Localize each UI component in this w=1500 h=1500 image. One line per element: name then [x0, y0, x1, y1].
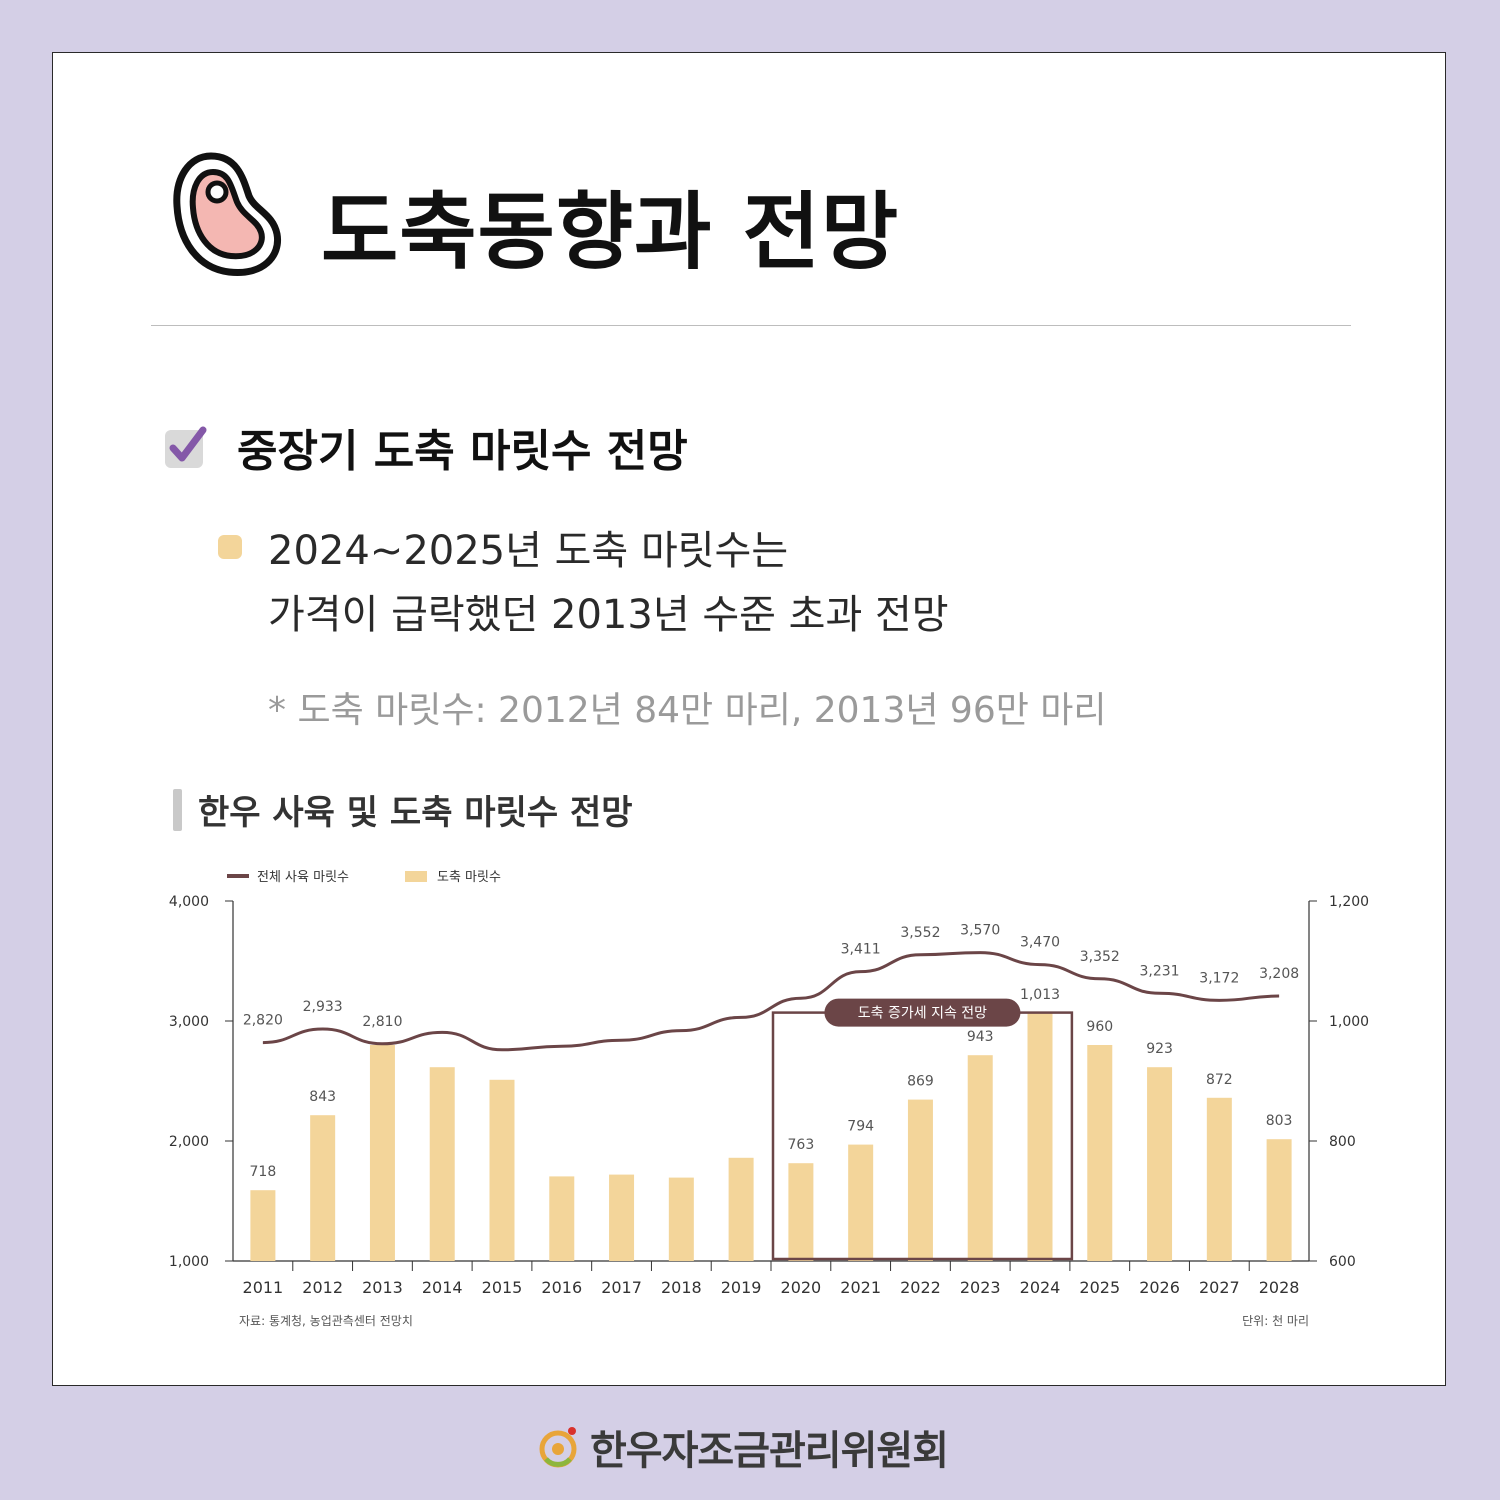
line-data-label: 3,231 [1140, 963, 1180, 979]
bar [1266, 1139, 1292, 1261]
y-left-tick-label: 3,000 [169, 1014, 209, 1030]
footer-org-name: 한우자조금관리위원회 [590, 1428, 949, 1474]
bullet-line-1: 2024~2025년 도축 마릿수는 [268, 528, 789, 574]
bar [967, 1055, 993, 1261]
bar [728, 1157, 754, 1261]
bar [848, 1144, 874, 1261]
y-right-tick-label: 1,200 [1329, 894, 1369, 910]
y-right-tick-label: 1,000 [1329, 1014, 1369, 1030]
bar [907, 1099, 933, 1261]
hanwoo-logo-icon [539, 1427, 577, 1468]
x-tick-label: 2017 [601, 1278, 642, 1297]
chart-source: 자료: 통계청, 농업관측센터 전망치 [239, 1314, 413, 1328]
section-title: 중장기 도축 마릿수 전망 [237, 426, 688, 477]
x-tick-label: 2028 [1259, 1278, 1300, 1297]
x-tick-label: 2021 [840, 1278, 881, 1297]
bar [549, 1176, 575, 1261]
y-right-tick-label: 600 [1329, 1254, 1356, 1270]
section-heading: 중장기 도축 마릿수 전망 [163, 415, 688, 479]
bar [250, 1190, 276, 1261]
bar [369, 1045, 395, 1261]
bullet-text: 2024~2025년 도축 마릿수는 가격이 급락했던 2013년 수준 초과 … [268, 519, 949, 647]
checkbox-icon [165, 426, 207, 468]
x-tick-label: 2023 [960, 1278, 1001, 1297]
x-tick-label: 2013 [362, 1278, 403, 1297]
x-tick-label: 2020 [781, 1278, 822, 1297]
bar [668, 1177, 694, 1261]
bar [310, 1115, 336, 1261]
line-data-label: 3,570 [960, 923, 1000, 939]
y-right-tick-label: 800 [1329, 1134, 1356, 1150]
chart: 4,000 3,000 2,000 1,000 1,200 1,000 800 600 2011… [169, 870, 1369, 1328]
content-card: 도축동향과 전망 중장기 도축 마릿수 전망 2024~2025년 도축 마릿수… [52, 52, 1446, 1386]
line-data-label: 3,470 [1020, 935, 1060, 951]
y-left-tick-label: 4,000 [169, 894, 209, 910]
bar [1027, 1013, 1053, 1261]
divider [151, 325, 1351, 326]
y-left-tick-label: 2,000 [169, 1134, 209, 1150]
legend-bar-label: 도축 마릿수 [437, 870, 501, 885]
chart-heading: 한우 사육 및 도축 마릿수 전망 [173, 785, 633, 834]
highlight-pill [824, 998, 1021, 1027]
x-tick-label: 2024 [1020, 1278, 1061, 1297]
bar [1147, 1067, 1173, 1261]
bar-data-label: 763 [788, 1137, 815, 1153]
y-left-tick-label: 1,000 [169, 1254, 209, 1270]
heading-bar [173, 788, 182, 831]
x-tick-label: 2014 [422, 1278, 463, 1297]
page-title: 도축동향과 전망 [321, 183, 900, 281]
line-data-label: 2,820 [243, 1013, 283, 1029]
bar [1087, 1045, 1113, 1261]
line-data-label: 2,933 [303, 999, 343, 1015]
x-tick-label: 2012 [302, 1278, 343, 1297]
footer-logo: 한우자조금관리위원회 [534, 1418, 949, 1476]
bar-data-label: 794 [847, 1119, 874, 1135]
x-tick-label: 2019 [721, 1278, 762, 1297]
bar-data-label: 1,013 [1020, 987, 1060, 1003]
x-tick-label: 2018 [661, 1278, 702, 1297]
legend-bar-swatch [405, 871, 427, 882]
line-series-total [262, 951, 1280, 1052]
line-data-label: 2,810 [362, 1014, 402, 1030]
bar [788, 1163, 814, 1261]
bullet-line-2: 가격이 급락했던 2013년 수준 초과 전망 [268, 592, 949, 638]
meat-icon [173, 152, 282, 276]
bar [609, 1174, 635, 1261]
bar [489, 1079, 515, 1261]
bar [429, 1067, 455, 1261]
bar-data-label: 869 [907, 1074, 934, 1090]
x-tick-label: 2022 [900, 1278, 941, 1297]
x-tick-label: 2027 [1199, 1278, 1240, 1297]
line-data-label: 3,411 [841, 942, 881, 958]
bar-data-label: 718 [250, 1164, 277, 1180]
x-tick-label: 2025 [1079, 1278, 1120, 1297]
highlight-label: 도축 증가세 지속 전망 [858, 1006, 987, 1022]
x-tick-label: 2015 [482, 1278, 523, 1297]
bullet-dot [218, 535, 242, 559]
line-data-label: 3,552 [900, 925, 940, 941]
bar-data-label: 872 [1206, 1072, 1233, 1088]
bar-data-label: 943 [967, 1029, 994, 1045]
line-data-label: 3,172 [1199, 970, 1239, 986]
footnote: * 도축 마릿수: 2012년 84만 마리, 2013년 96만 마리 [268, 690, 1107, 731]
x-tick-label: 2016 [541, 1278, 582, 1297]
bar-data-label: 843 [309, 1089, 336, 1105]
x-tick-label: 2011 [243, 1278, 284, 1297]
chart-heading-text: 한우 사육 및 도축 마릿수 전망 [198, 793, 633, 833]
legend-line-label: 전체 사육 마릿수 [257, 870, 349, 885]
bar [1206, 1097, 1232, 1261]
bar-data-label: 803 [1266, 1113, 1293, 1129]
title-icon-wrap [171, 148, 283, 278]
x-tick-label: 2026 [1139, 1278, 1180, 1297]
line-data-label: 3,208 [1259, 966, 1299, 982]
line-data-label: 3,352 [1080, 949, 1120, 965]
chart-unit: 단위: 천 마리 [1242, 1313, 1309, 1328]
bar-data-label: 960 [1086, 1019, 1113, 1035]
bar-data-label: 923 [1146, 1041, 1173, 1057]
